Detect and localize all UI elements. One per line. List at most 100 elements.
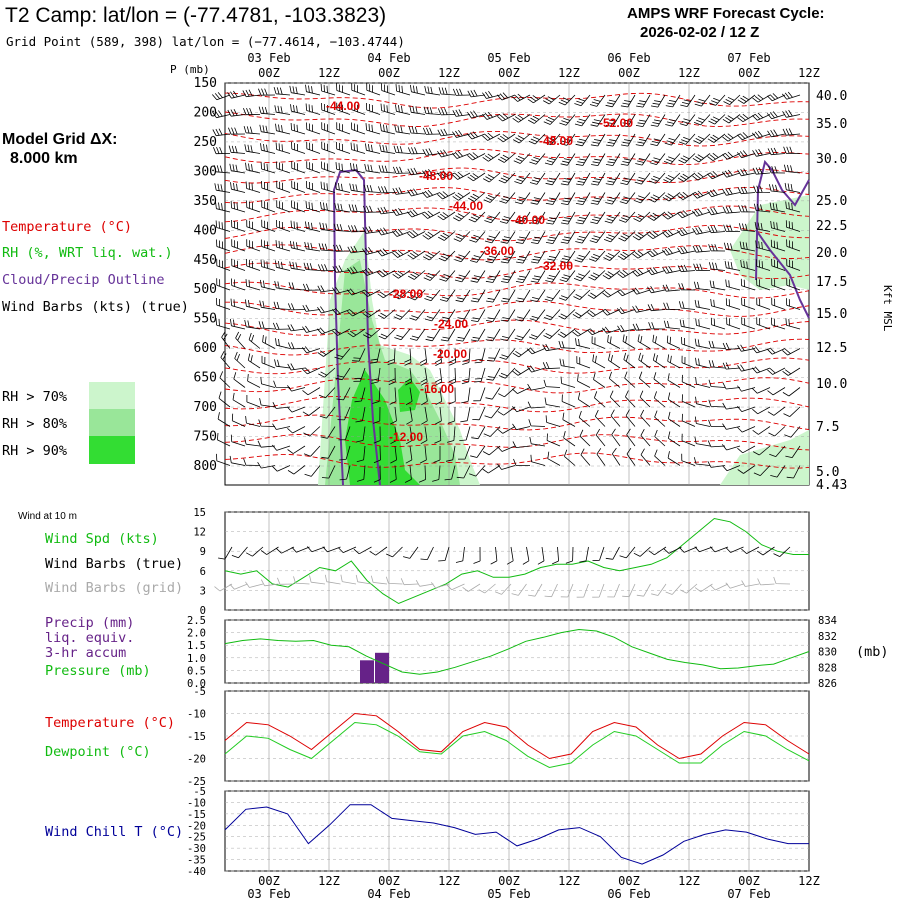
cross-section-wind-barb [677, 264, 696, 273]
cross-section-wind-barb [649, 153, 666, 165]
cross-section-wind-barb [784, 426, 801, 438]
cross-section-wind-barb [306, 141, 321, 154]
legend-temp-panel: Temperature (°C) [45, 715, 175, 731]
cross-section-wind-barb [336, 122, 351, 135]
cross-section-wind-barb [424, 85, 441, 96]
cross-section-wind-barb [618, 231, 636, 242]
cross-section-wind-barb [544, 397, 561, 408]
cross-section-wind-barb [245, 299, 261, 310]
cross-section-wind-barb [707, 440, 726, 448]
height-tick-label: 15.0 [816, 307, 847, 322]
cross-section-wind-barb [407, 147, 426, 155]
cross-section-wind-barb [306, 161, 321, 174]
cross-section-wind-barb [558, 340, 576, 349]
cross-section-wind-barb [573, 289, 591, 300]
cross-section-wind-barb [515, 309, 531, 322]
cross-section-wind-barb [302, 283, 321, 291]
cross-section-wind-barb [438, 250, 456, 262]
cross-section-wind-barb [421, 387, 428, 406]
panel-tick-label: 1.5 [187, 640, 206, 652]
cross-section-wind-barb [679, 319, 696, 330]
cross-section-wind-barb [725, 279, 741, 291]
cross-section-wind-barb [677, 246, 696, 255]
cross-section-wind-barb [617, 250, 636, 260]
cross-section-wind-barb [356, 465, 366, 482]
cross-section-wind-barb [681, 336, 696, 349]
cross-section-wind-barb [392, 166, 411, 174]
cross-section-wind-barb [755, 259, 771, 271]
cross-section-wind-barb [738, 223, 756, 232]
cross-section-wind-barb [497, 426, 516, 434]
cross-section-wind-barb [454, 250, 471, 263]
cross-section-wind-barb [440, 309, 456, 322]
cross-section-wind-barb [543, 309, 561, 321]
cross-section-wind-barb [560, 250, 576, 263]
cross-section-wind-barb [662, 192, 681, 202]
surface-wind-barb-true [725, 546, 744, 553]
cross-section-wind-barb [455, 289, 471, 303]
cross-section-wind-barb [288, 282, 306, 291]
cross-section-wind-barb [276, 161, 291, 174]
cross-section-wind-barb [753, 465, 771, 476]
cross-section-wind-barb [408, 289, 426, 301]
cross-section-wind-barb [455, 309, 471, 322]
cross-section-wind-barb [708, 244, 726, 252]
cross-section-wind-barb [602, 270, 621, 280]
cross-section-wind-barb [287, 445, 306, 454]
cross-section-wind-barb [231, 219, 246, 232]
cross-section-wind-barb [456, 465, 471, 479]
cross-section-wind-barb [560, 231, 576, 244]
cross-section-wind-barb [692, 172, 711, 181]
pressure-tick-label: 750 [194, 430, 217, 445]
cross-section-wind-barb [242, 89, 261, 98]
cross-section-wind-barb [462, 348, 471, 365]
cross-section-wind-barb [275, 123, 291, 135]
cross-section-wind-barb [216, 258, 231, 271]
panel-tick-label: -5 [193, 786, 206, 798]
cross-section-wind-barb [305, 103, 321, 115]
cross-section-wind-barb [663, 153, 681, 165]
legend-temperature: Temperature (°C) [2, 219, 132, 235]
cross-section-wind-barb [543, 94, 561, 105]
cross-section-wind-barb [544, 289, 561, 302]
cross-section-wind-barb [405, 387, 413, 406]
cross-section-wind-barb [395, 84, 411, 96]
cross-section-panel: -44.00 -52.00 -48.00 -48.00 -44.00 -40.00 -36.… [211, 82, 810, 486]
bottom-date-label: 07 Feb [727, 887, 770, 900]
temperature-line [224, 712, 810, 760]
cross-section-wind-barb [723, 224, 741, 232]
temperature-contour-line [224, 224, 809, 242]
surface-wind-barb-true [522, 546, 530, 565]
cross-section-wind-barb [378, 165, 396, 174]
cross-section-wind-barb [362, 205, 381, 213]
cross-section-wind-barb [560, 153, 576, 166]
cross-section-wind-barb [339, 445, 351, 461]
top-hour-label: 00Z [618, 66, 640, 80]
cross-section-wind-barb [708, 94, 726, 106]
cross-section-wind-barb [545, 415, 561, 427]
cross-section-wind-barb [620, 153, 636, 166]
cross-section-wind-barb [500, 309, 516, 322]
cross-section-wind-barb [681, 453, 696, 466]
surface-wind-barb-grid [622, 583, 636, 598]
cross-section-wind-barb [785, 201, 801, 213]
cross-section-wind-barb [395, 104, 411, 115]
cross-section-wind-barb [377, 186, 396, 194]
surface-wind-barb-true [306, 546, 326, 553]
cross-section-wind-barb [221, 331, 231, 349]
cross-section-wind-barb [607, 334, 621, 349]
cross-section-wind-barb [513, 153, 531, 164]
cross-section-wind-barb [605, 153, 621, 166]
cross-section-wind-barb [362, 267, 381, 276]
cross-section-wind-barb [577, 374, 591, 388]
cross-section-wind-barb [515, 289, 531, 303]
cross-section-wind-barb [287, 342, 306, 350]
surface-wind-barb-grid [355, 574, 372, 585]
cross-section-wind-barb [336, 83, 351, 96]
cross-section-wind-barb [722, 382, 741, 390]
cross-section-wind-barb [485, 270, 501, 283]
cross-section-wind-barb [663, 302, 681, 310]
cross-section-wind-barb [218, 391, 231, 408]
cross-section-wind-barb [767, 387, 786, 396]
